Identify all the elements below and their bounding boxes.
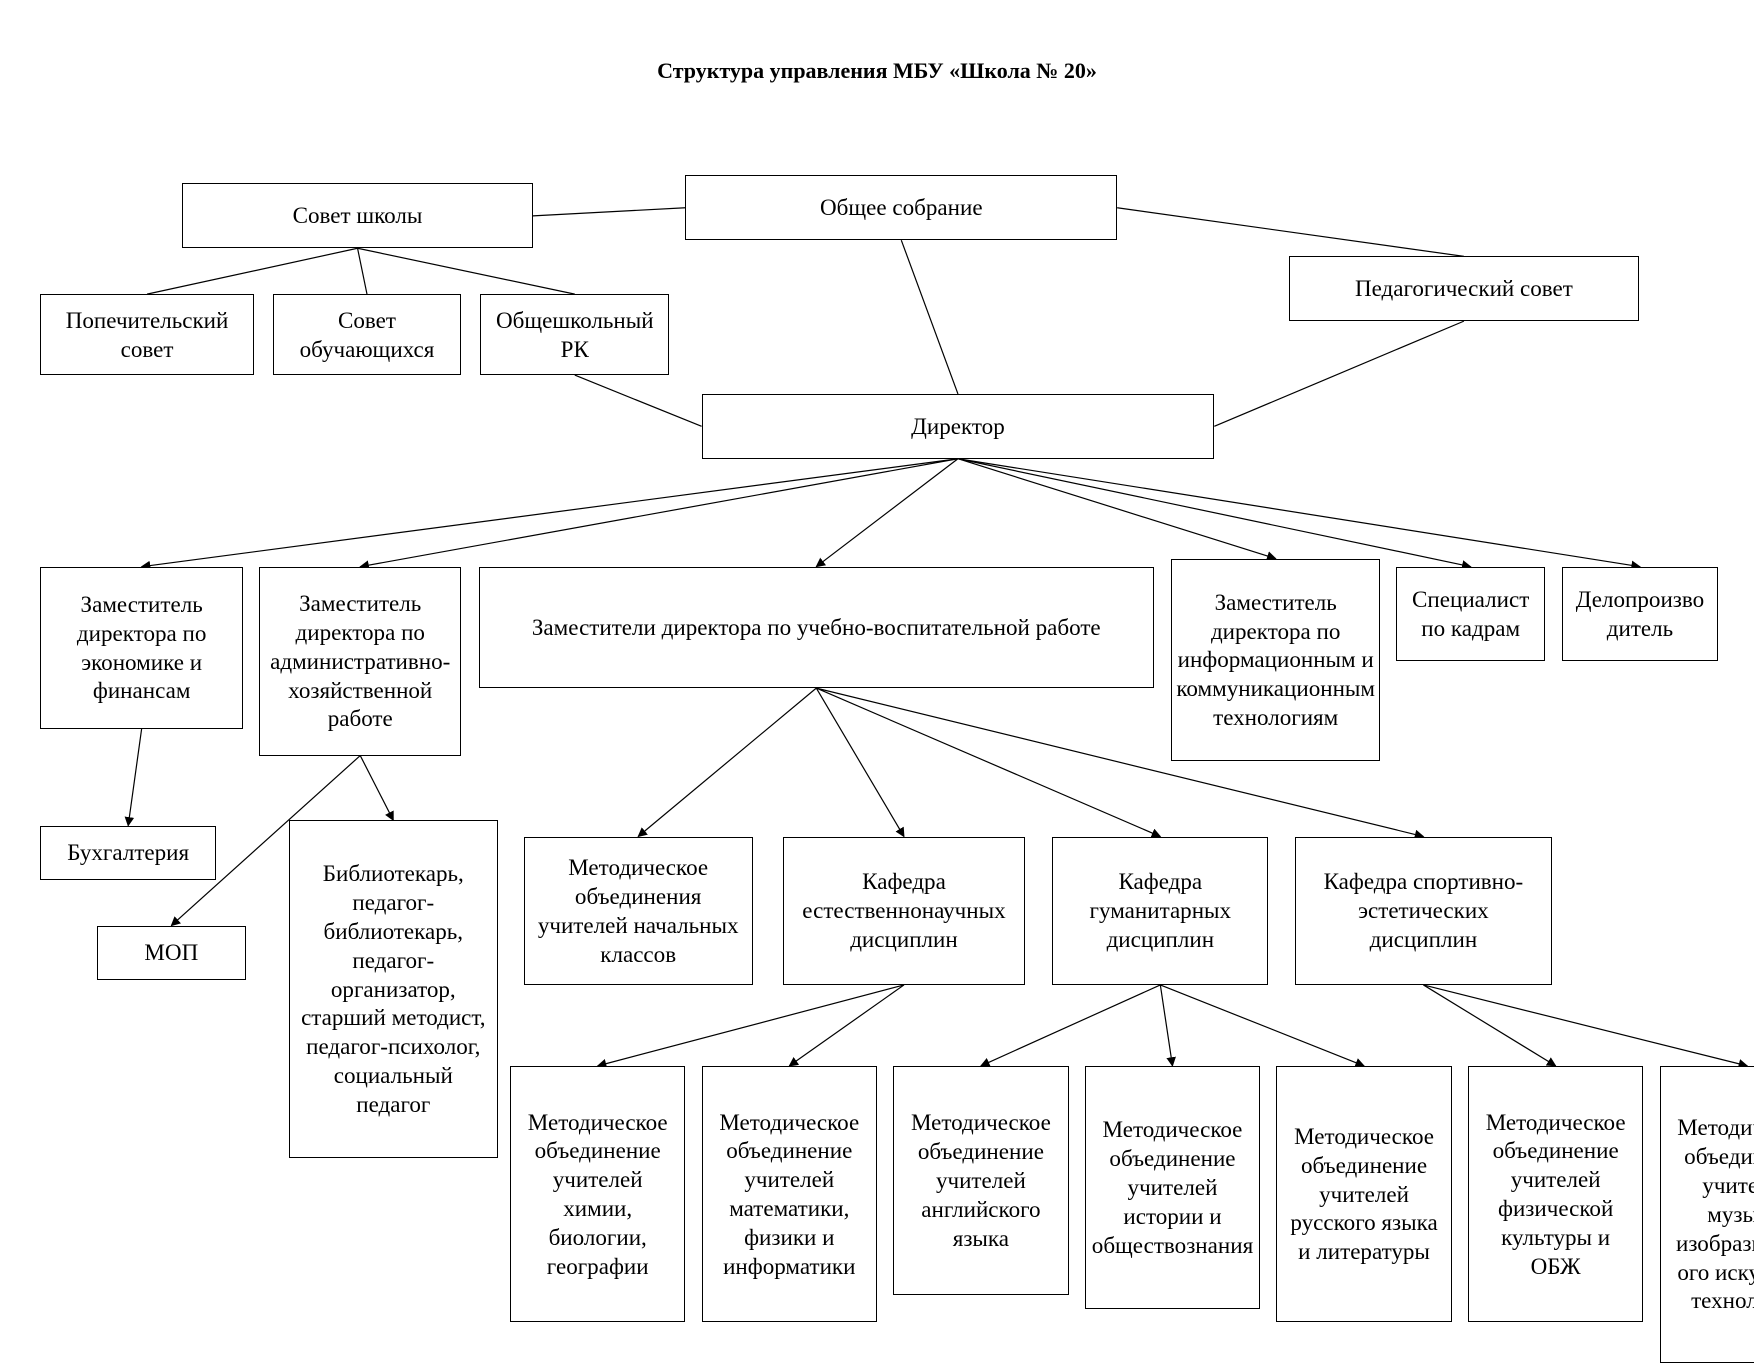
node-obshch_rk: Общешкольный РК	[480, 294, 669, 375]
node-mo_nachal: Методическое объединения учителей началь…	[524, 837, 753, 985]
node-sovet_obuch: Совет обучающихся	[273, 294, 462, 375]
edge-kaf_estestv-mo_him	[598, 985, 904, 1066]
edge-zam_uvr-mo_nachal	[638, 688, 816, 836]
node-popechit: Попечительский совет	[40, 294, 253, 375]
edge-direktor-zam_ikt	[958, 459, 1276, 559]
node-zam_ikt: Заместитель директора по информационным …	[1171, 559, 1380, 761]
edge-kaf_estestv-mo_mat	[789, 985, 904, 1066]
node-buhgalteria: Бухгалтерия	[40, 826, 215, 880]
edge-kaf_sport-mo_fiz	[1423, 985, 1555, 1066]
edge-zam_econ-buhgalteria	[128, 729, 141, 826]
edge-direktor-deloproizv	[958, 459, 1640, 567]
node-kaf_estestv: Кафедра естественнонаучных дисциплин	[783, 837, 1026, 985]
node-mop: МОП	[97, 926, 245, 980]
node-direktor: Директор	[702, 394, 1215, 459]
edge-direktor-spec_kadr	[958, 459, 1471, 567]
node-bibliotekar: Библиотекарь, педагог-библиотекарь, педа…	[289, 820, 498, 1157]
edge-obshch_rk-direktor	[575, 375, 702, 426]
node-mo_fiz: Методическое объединение учителей физиче…	[1468, 1066, 1643, 1322]
node-spec_kadr: Специалист по кадрам	[1396, 567, 1544, 661]
node-sovet_shkoly: Совет школы	[182, 183, 533, 248]
edge-kaf_sport-mo_muz	[1423, 985, 1747, 1066]
node-obshchee_sobranie: Общее собрание	[685, 175, 1117, 240]
node-mo_him: Методическое объединение учителей химии,…	[510, 1066, 685, 1322]
node-zam_ahr: Заместитель директора по административно…	[259, 567, 461, 756]
edge-zam_uvr-kaf_gum	[816, 688, 1160, 836]
edge-zam_uvr-kaf_estestv	[816, 688, 904, 836]
node-mo_eng: Методическое объединение учителей англий…	[893, 1066, 1068, 1295]
edge-direktor-zam_econ	[142, 459, 958, 567]
edge-sovet_shkoly-sovet_obuch	[358, 248, 367, 294]
edge-kaf_gum-mo_eng	[981, 985, 1160, 1066]
edge-kaf_gum-mo_hist	[1160, 985, 1172, 1066]
edge-direktor-zam_ahr	[360, 459, 958, 567]
node-zam_econ: Заместитель директора по экономике и фин…	[40, 567, 242, 729]
edge-sovet_shkoly-popechit	[147, 248, 357, 294]
node-ped_sovet: Педагогический совет	[1289, 256, 1640, 321]
edge-obshchee_sobranie-direktor	[901, 240, 958, 394]
page-title: Структура управления МБУ «Школа № 20»	[0, 58, 1754, 84]
node-zam_uvr: Заместители директора по учебно-воспитат…	[479, 567, 1154, 688]
edge-obshchee_sobranie-ped_sovet	[1117, 208, 1464, 257]
edge-sovet_shkoly-obshchee_sobranie	[533, 208, 685, 216]
node-kaf_sport: Кафедра спортивно-эстетических дисциплин	[1295, 837, 1551, 985]
node-mo_rus: Методическое объединение учителей русско…	[1276, 1066, 1451, 1322]
edge-direktor-zam_uvr	[816, 459, 958, 567]
edge-sovet_shkoly-obshch_rk	[358, 248, 575, 294]
edge-ped_sovet-direktor	[1214, 321, 1464, 426]
node-kaf_gum: Кафедра гуманитарных дисциплин	[1052, 837, 1268, 985]
node-deloproizv: Делопроизво дитель	[1562, 567, 1717, 661]
node-mo_hist: Методическое объединение учителей истори…	[1085, 1066, 1260, 1309]
node-mo_mat: Методическое объединение учителей матема…	[702, 1066, 877, 1322]
edge-kaf_gum-mo_rus	[1160, 985, 1364, 1066]
node-mo_muz: Методическое объединение учителей музыки…	[1660, 1066, 1754, 1363]
edge-zam_ahr-bibliotekar	[360, 756, 393, 821]
org-chart-page: Структура управления МБУ «Школа № 20» Со…	[0, 0, 1754, 1241]
